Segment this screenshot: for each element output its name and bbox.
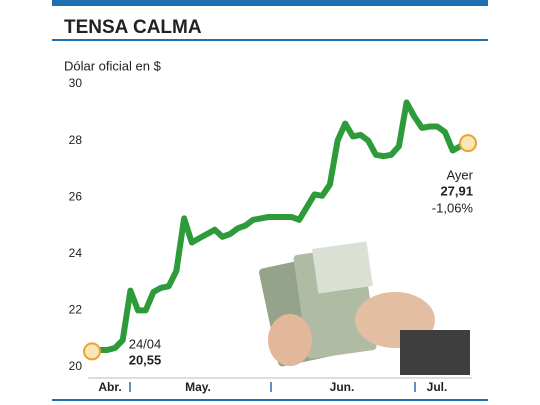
start-value: 20,55 xyxy=(129,352,162,367)
end-name: Ayer xyxy=(447,167,474,182)
top-bar xyxy=(52,0,488,6)
y-tick-label: 22 xyxy=(69,303,83,317)
chart-title: TENSA CALMA xyxy=(64,17,202,38)
end-marker xyxy=(83,342,101,361)
x-tick-label: Jun. xyxy=(330,380,355,394)
x-tick-label: May. xyxy=(185,380,211,394)
y-tick-label: 24 xyxy=(69,246,83,260)
x-tick-label: Abr. xyxy=(98,380,121,394)
x-tick-label: Jul. xyxy=(427,380,448,394)
month-ticks xyxy=(129,382,416,392)
y-tick-label: 28 xyxy=(69,133,83,147)
y-tick-label: 30 xyxy=(69,76,83,90)
y-tick-label: 26 xyxy=(69,189,83,203)
y-tick-label: 20 xyxy=(69,359,83,373)
end-marker xyxy=(459,134,477,153)
end-change: -1,06% xyxy=(432,200,474,215)
end-value: 27,91 xyxy=(440,183,473,198)
money-photo xyxy=(259,241,470,375)
subtitle: Dólar oficial en $ xyxy=(64,58,162,73)
start-date: 24/04 xyxy=(129,336,162,351)
line xyxy=(89,99,471,355)
